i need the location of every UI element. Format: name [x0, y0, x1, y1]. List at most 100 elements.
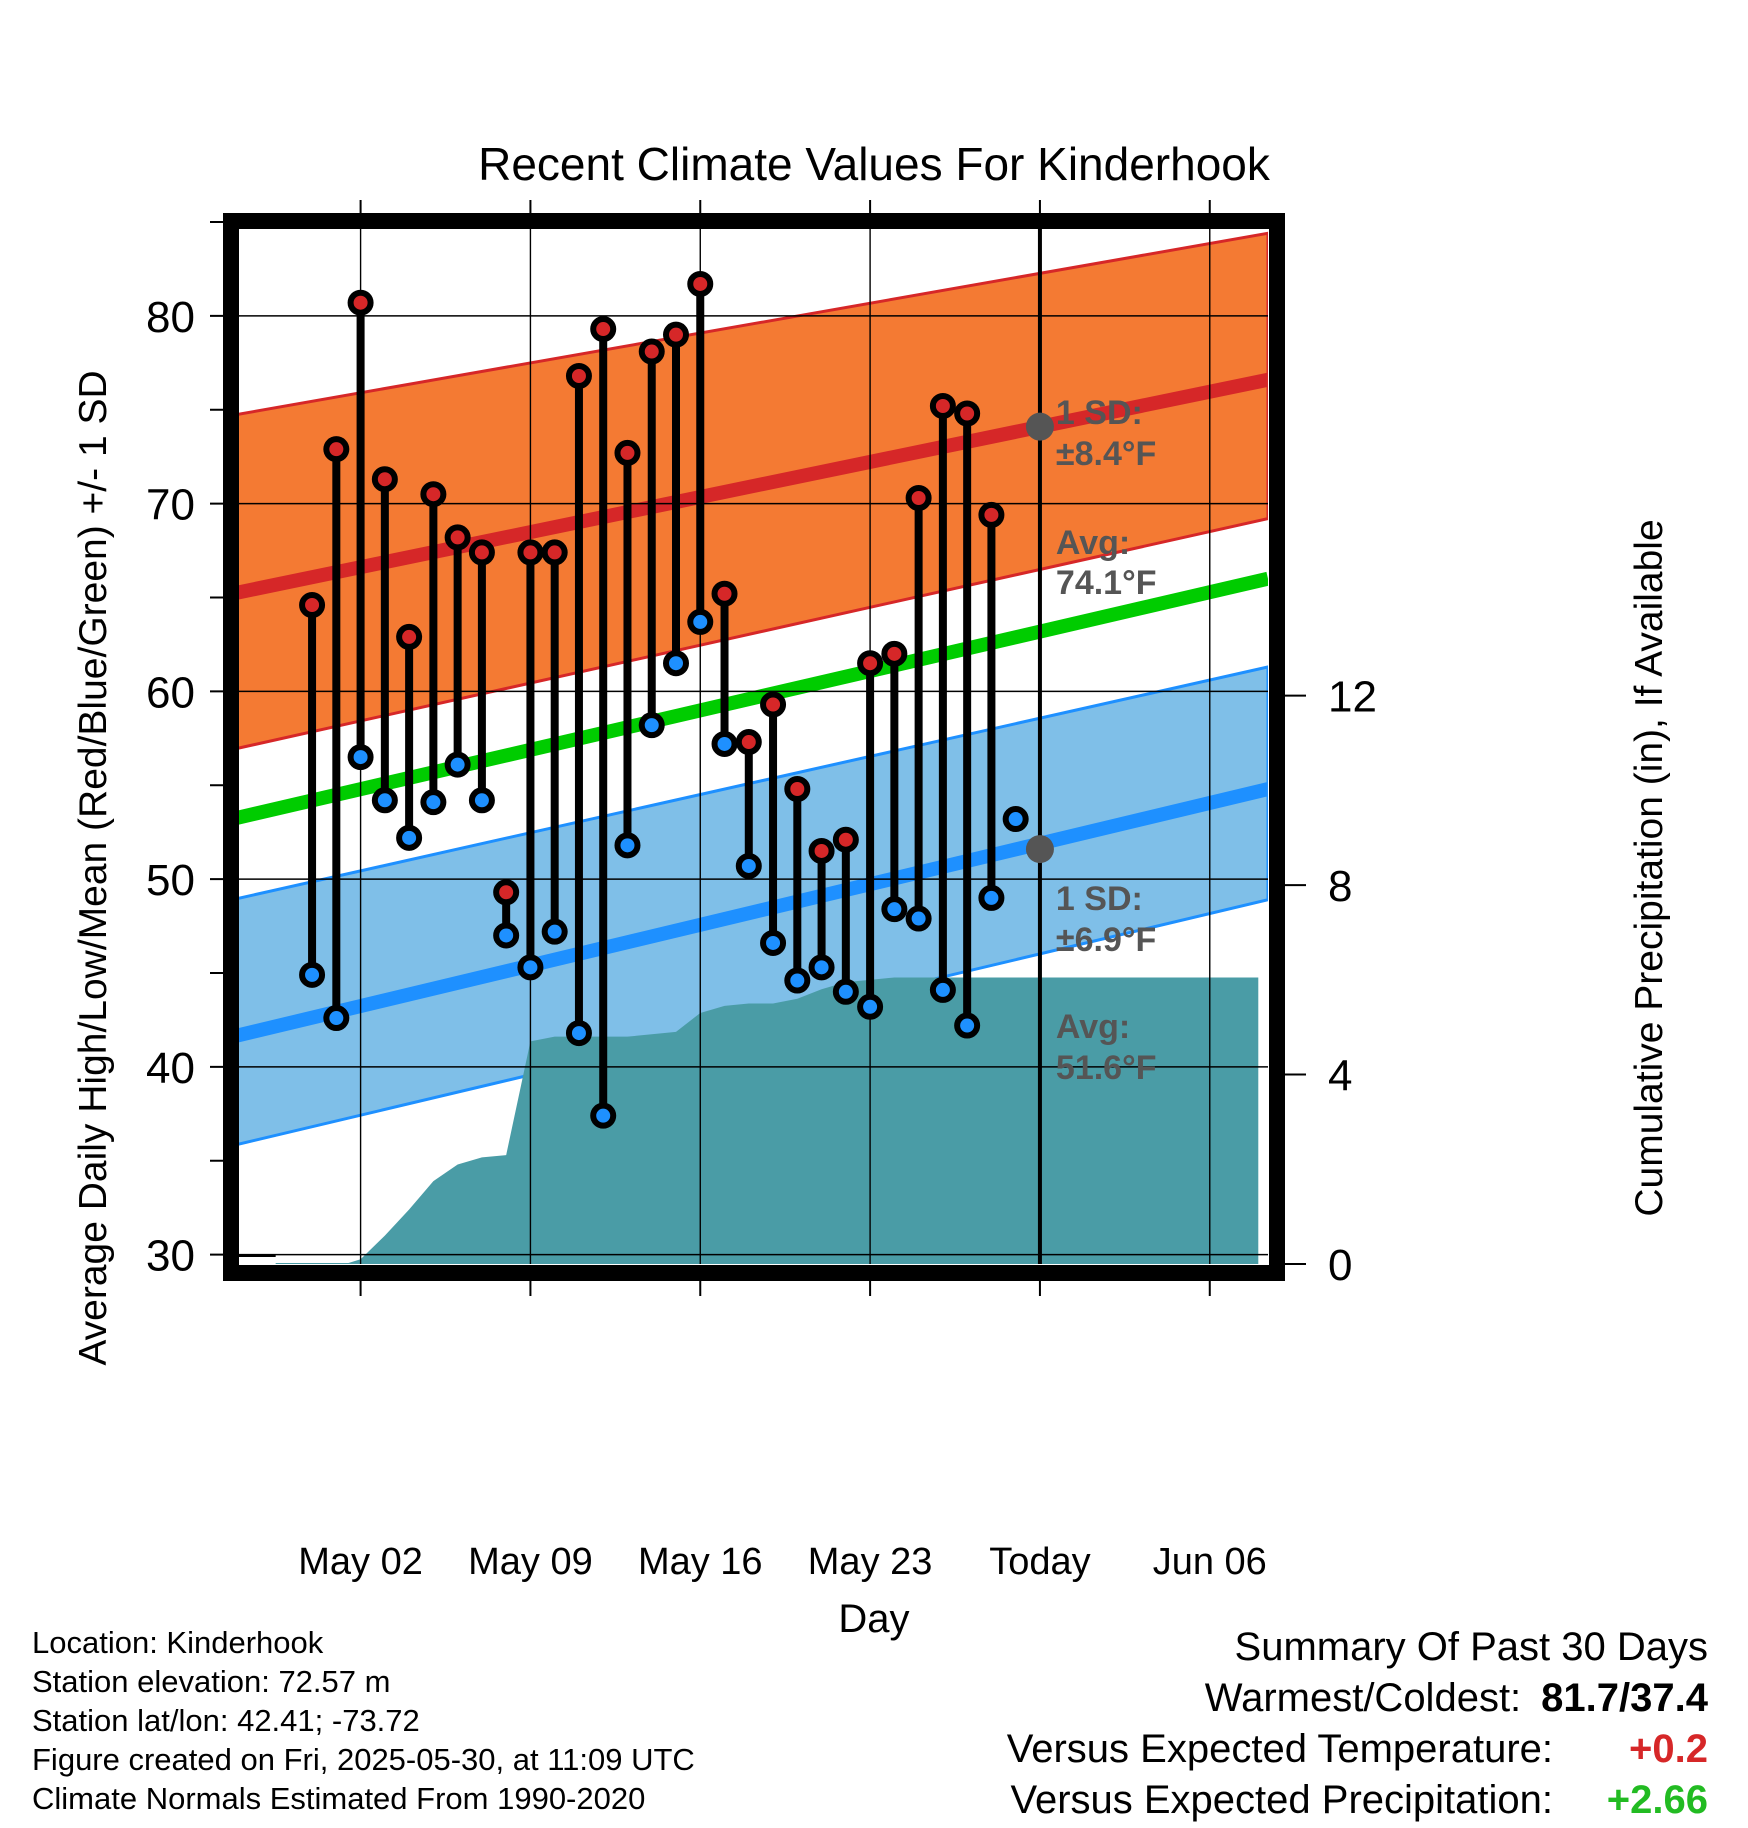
high-point	[760, 691, 787, 718]
high-point	[687, 270, 714, 297]
low-point	[857, 993, 884, 1020]
high-point	[541, 539, 568, 566]
precip-value: +2.66	[1606, 1778, 1708, 1822]
high-point	[590, 316, 617, 343]
y2-tick-label: 4	[1328, 1052, 1352, 1101]
high-avg-value: 74.1°F	[1056, 564, 1157, 602]
low-point	[541, 918, 568, 945]
location-text: Location: Kinderhook	[32, 1625, 324, 1660]
high-point	[784, 775, 811, 802]
today-days-word: Days	[1052, 1419, 1138, 1460]
x-tick-label: Today	[989, 1541, 1090, 1583]
mean-normal-line	[232, 571, 1268, 826]
station-info: Location: Kinderhook Station elevation: …	[32, 1623, 695, 1818]
high-point	[929, 392, 956, 419]
high-point	[735, 729, 762, 756]
low-point	[444, 751, 471, 778]
low-point	[299, 961, 326, 988]
low-point	[493, 922, 520, 949]
y-axis-label-left: Average Daily High/Low/Mean (Red/Blue/Gr…	[72, 370, 115, 1365]
y2-tick-label: 12	[1328, 673, 1377, 722]
low-point	[371, 787, 398, 814]
low-point	[929, 976, 956, 1003]
high-point	[347, 289, 374, 316]
y-tick-label: 70	[146, 481, 195, 530]
high-point	[420, 481, 447, 508]
y-tick-label: 60	[146, 668, 195, 717]
normals-text: Climate Normals Estimated From 1990-2020	[32, 1781, 646, 1816]
low-point	[954, 1012, 981, 1039]
low-avg-label: Avg:	[1056, 1008, 1130, 1046]
latlon-text: Station lat/lon: 42.41; -73.72	[32, 1703, 420, 1738]
precip-label: Versus Expected Precipitation:	[1010, 1778, 1553, 1822]
high-point	[493, 879, 520, 906]
low-point	[832, 978, 859, 1005]
low-point	[565, 1020, 592, 1047]
high-point	[905, 484, 932, 511]
low-point	[784, 967, 811, 994]
low-sd-label: 1 SD:	[1056, 880, 1143, 918]
y2-tick-label: 8	[1328, 862, 1352, 911]
low-point	[323, 1005, 350, 1032]
summary-warmest-coldest: Warmest/Coldest: 81.7/37.4	[1007, 1673, 1708, 1724]
high-point	[323, 436, 350, 463]
x-tick-label: May 09	[468, 1541, 593, 1583]
low-point	[347, 744, 374, 771]
summary-temp: Versus Expected Temperature: +0.2	[1007, 1724, 1708, 1775]
low-point	[590, 1102, 617, 1129]
summary-panel: Summary Of Past 30 Days Warmest/Coldest:…	[1007, 1622, 1708, 1826]
temp-value: +0.2	[1629, 1727, 1708, 1771]
y2-tick-label: 0	[1328, 1241, 1352, 1290]
x-tick-label: May 23	[808, 1541, 933, 1583]
high-normal-line	[232, 372, 1268, 601]
summary-heading: Summary Of Past 30 Days	[1234, 1625, 1708, 1669]
high-sd-label: 1 SD:	[1056, 394, 1143, 432]
high-point	[517, 539, 544, 566]
low-point	[808, 954, 835, 981]
high-point	[832, 826, 859, 853]
high-point	[857, 650, 884, 677]
precip-area	[275, 977, 1259, 1264]
high-point	[565, 362, 592, 389]
high-point	[468, 539, 495, 566]
low-point	[687, 608, 714, 635]
high-point	[299, 592, 326, 619]
created-text: Figure created on Fri, 2025-05-30, at 11…	[32, 1742, 695, 1777]
low-point	[468, 787, 495, 814]
y-tick-label: 50	[146, 856, 195, 905]
low-point	[905, 905, 932, 932]
low-avg-value: 51.6°F	[1056, 1049, 1157, 1087]
low-point	[711, 730, 738, 757]
high-point	[881, 640, 908, 667]
high-point	[711, 580, 738, 607]
low-point	[420, 789, 447, 816]
x-tick-label: Jun 06	[1153, 1541, 1267, 1583]
low-point	[881, 896, 908, 923]
chart-title: Recent Climate Values For Kinderhook	[478, 138, 1271, 190]
high-point	[978, 501, 1005, 528]
temp-label: Versus Expected Temperature:	[1006, 1727, 1553, 1771]
y-tick-label: 40	[146, 1044, 195, 1093]
x-tick-label: May 02	[298, 1541, 423, 1583]
low-point	[614, 832, 641, 859]
high-point	[396, 623, 423, 650]
low-point	[517, 954, 544, 981]
elevation-text: Station elevation: 72.57 m	[32, 1664, 391, 1699]
low-point	[396, 824, 423, 851]
low-point	[663, 650, 689, 677]
high-point	[371, 466, 398, 493]
warmest-coldest-value: 81.7/37.4	[1541, 1676, 1708, 1720]
high-point	[638, 338, 665, 365]
plot-frame	[223, 213, 1285, 1281]
low-point	[760, 929, 787, 956]
high-point	[954, 400, 981, 427]
low-point	[735, 852, 762, 879]
x-axis-label: Day	[838, 1597, 909, 1641]
x-tick-label: May 16	[638, 1541, 763, 1583]
summary-precip: Versus Expected Precipitation: +2.66	[1007, 1775, 1708, 1826]
high-point	[614, 439, 641, 466]
today-days-number: 30	[1052, 1377, 1092, 1418]
